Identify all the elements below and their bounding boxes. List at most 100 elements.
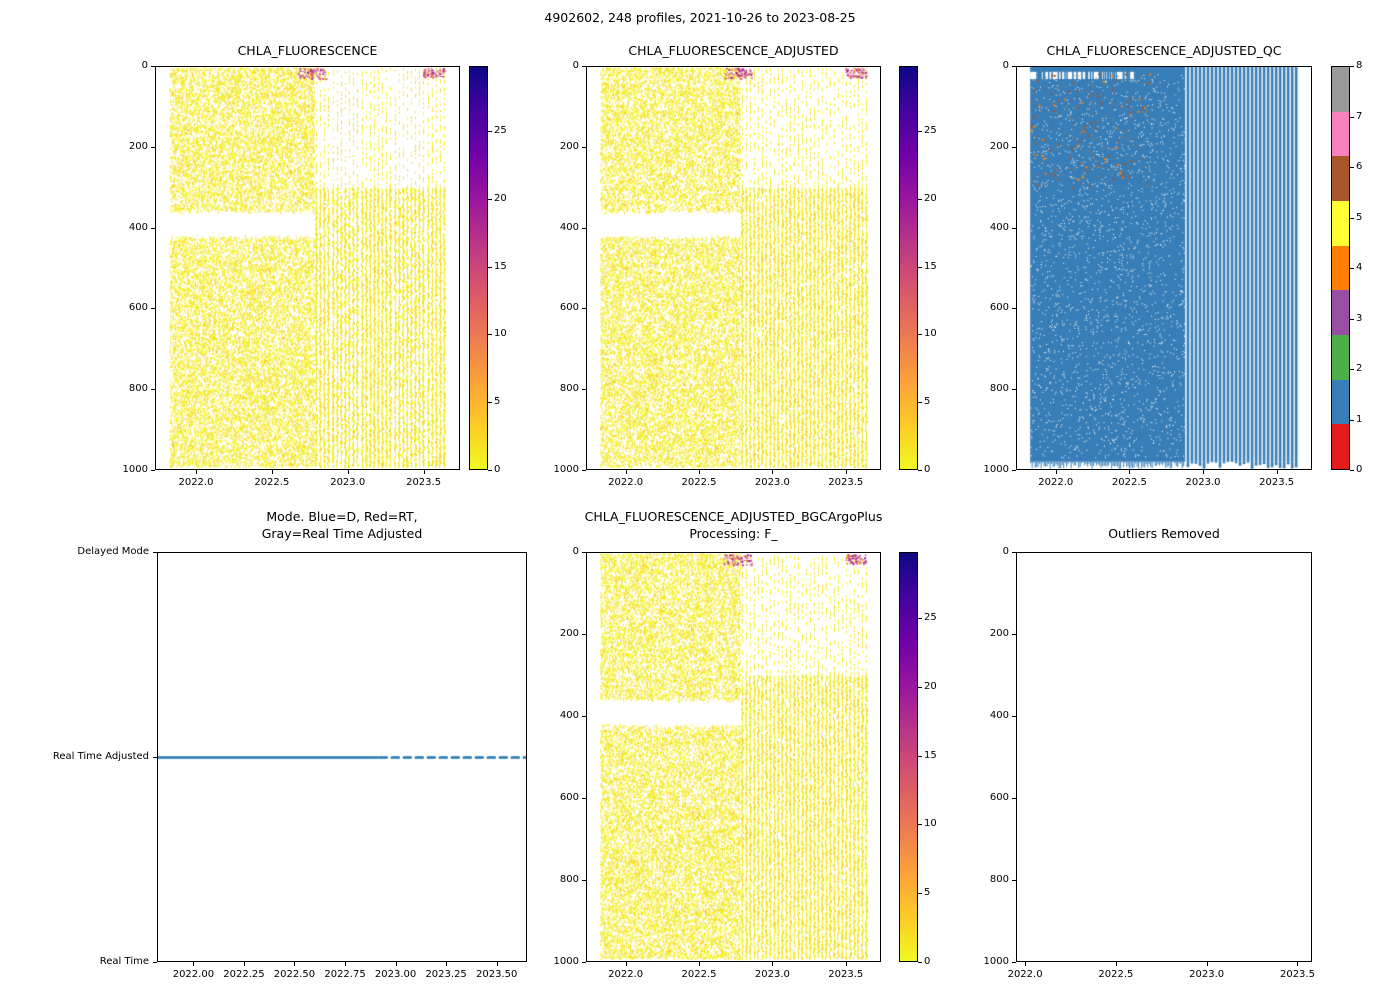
x-tick-mark — [446, 962, 448, 966]
colorbar-segment — [1332, 156, 1349, 201]
x-tick-label: 2023.0 — [754, 969, 790, 980]
x-tick-label: 2023.0 — [1185, 477, 1221, 488]
y-tick-label: 600 — [128, 302, 148, 314]
x-tick-label: 2022.5 — [681, 477, 717, 488]
mode-line-canvas — [158, 553, 526, 961]
y-tick-mark — [582, 552, 586, 553]
y-tick-mark — [1012, 962, 1016, 963]
y-tick-mark — [1012, 880, 1016, 881]
y-tick-mark — [1012, 634, 1016, 635]
y-tick-mark — [582, 716, 586, 717]
colorbar-tick-mark — [918, 131, 922, 133]
y-tick-label: 600 — [989, 302, 1009, 314]
colorbar-segment — [1332, 290, 1349, 335]
x-tick-label: 2023.00 — [374, 969, 417, 980]
colorbar-tick-mark — [1350, 217, 1354, 219]
colorbar-segment — [1332, 334, 1349, 380]
x-tick-label: 2022.50 — [273, 969, 316, 980]
x-tick-label: 2022.5 — [681, 969, 717, 980]
colorbar-tick-label: 8 — [1356, 60, 1363, 71]
x-tick-label: 2023.0 — [1189, 969, 1225, 980]
y-tick-label: 200 — [559, 140, 579, 152]
y-tick-label: 1000 — [983, 464, 1009, 475]
x-tick-mark — [845, 470, 847, 474]
colorbar-tick-label: 5 — [494, 396, 501, 408]
y-tick-mark — [1012, 146, 1016, 148]
heatmap-canvas — [587, 67, 880, 469]
colorbar-tick-label: 5 — [1356, 211, 1363, 223]
colorbar-tick-label: 15 — [924, 260, 937, 272]
colorbar-tick-label: 20 — [494, 192, 507, 204]
colorbar-tick-label: 25 — [494, 125, 507, 137]
colorbar-tick-mark — [918, 470, 922, 471]
colorbar-segment — [1332, 200, 1349, 246]
panel-title-chla_fluorescence_adjusted_bgcargoplus: CHLA_FLUORESCENCE_ADJUSTED_BGCArgoPlus Pr… — [496, 508, 971, 542]
y-tick-mark — [1012, 66, 1016, 67]
colorbar-tick-label: 6 — [1356, 161, 1363, 172]
x-tick-mark — [1276, 470, 1278, 474]
y-tick-mark — [582, 634, 586, 635]
y-tick-mark — [582, 389, 586, 391]
x-tick-mark — [496, 962, 498, 966]
x-tick-mark — [423, 470, 425, 474]
panel-title-chla_fluorescence_adjusted: CHLA_FLUORESCENCE_ADJUSTED — [496, 42, 971, 59]
x-tick-mark — [243, 962, 245, 966]
x-tick-mark — [845, 962, 847, 966]
colorbar-chla_fluorescence_adjusted_bgcargoplus — [899, 552, 918, 962]
colorbar-tick-label: 10 — [924, 328, 937, 340]
y-tick-mark — [582, 798, 586, 799]
y-tick-label: 600 — [559, 302, 579, 314]
colorbar-segment — [1332, 67, 1349, 112]
x-tick-label: 2022.5 — [254, 477, 290, 488]
panel-title-line: Gray=Real Time Adjusted — [261, 526, 423, 541]
colorbar-tick-label: 0 — [924, 464, 931, 475]
x-tick-mark — [1055, 470, 1057, 474]
colorbar-tick-mark — [918, 334, 922, 336]
colorbar-tick-mark — [1350, 116, 1354, 118]
colorbar-chla_fluorescence — [469, 66, 488, 470]
panel-title-line: Mode. Blue=D, Red=RT, — [266, 509, 418, 524]
colorbar-tick-label: 20 — [924, 192, 937, 204]
colorbar-tick-mark — [1350, 318, 1354, 320]
x-tick-mark — [347, 470, 349, 474]
x-tick-mark — [1297, 962, 1299, 966]
x-tick-label: 2023.0 — [754, 477, 790, 488]
x-tick-mark — [772, 962, 774, 966]
panel-title-line: CHLA_FLUORESCENCE_ADJUSTED_BGCArgoPlus — [584, 509, 883, 524]
plot-axes-outliers_removed — [1016, 552, 1312, 962]
colorbar-tick-mark — [1350, 419, 1354, 421]
colorbar-tick-label: 20 — [924, 680, 937, 692]
y-tick-mark — [1012, 552, 1016, 553]
y-tick-label: 1000 — [983, 956, 1009, 967]
x-tick-mark — [345, 962, 347, 966]
y-tick-mark — [582, 880, 586, 881]
x-tick-mark — [1025, 962, 1027, 966]
panel-title-line: Outliers Removed — [1108, 526, 1220, 541]
y-tick-label: Delayed Mode — [77, 546, 149, 557]
colorbar-tick-label: 10 — [924, 818, 937, 830]
y-tick-mark — [582, 146, 586, 148]
colorbar-tick-label: 4 — [1356, 262, 1363, 273]
x-tick-label: 2023.5 — [1279, 969, 1315, 980]
panel-title-line: Processing: F_ — [689, 526, 778, 541]
y-tick-mark — [1012, 798, 1016, 799]
panel-title-outliers_removed: Outliers Removed — [926, 525, 1400, 542]
y-tick-mark — [1012, 227, 1016, 229]
x-tick-label: 2023.25 — [425, 969, 467, 980]
x-tick-mark — [395, 962, 397, 966]
colorbar-tick-label: 5 — [924, 887, 931, 899]
y-tick-label: 1000 — [122, 464, 148, 475]
y-tick-label: 0 — [141, 60, 148, 71]
x-tick-label: 2023.5 — [828, 969, 864, 980]
x-tick-label: 2022.00 — [172, 969, 215, 980]
y-tick-mark — [1012, 470, 1016, 471]
colorbar-tick-mark — [918, 266, 922, 268]
y-tick-mark — [151, 66, 155, 67]
colorbar-gradient — [470, 67, 487, 469]
x-tick-label: 2022.5 — [1111, 477, 1147, 488]
colorbar-tick-mark — [918, 962, 922, 963]
y-tick-label: 400 — [559, 710, 579, 721]
panel-title-line: CHLA_FLUORESCENCE_ADJUSTED_QC — [1046, 43, 1282, 58]
colorbar-tick-mark — [488, 198, 492, 200]
colorbar-tick-label: 10 — [494, 328, 507, 340]
